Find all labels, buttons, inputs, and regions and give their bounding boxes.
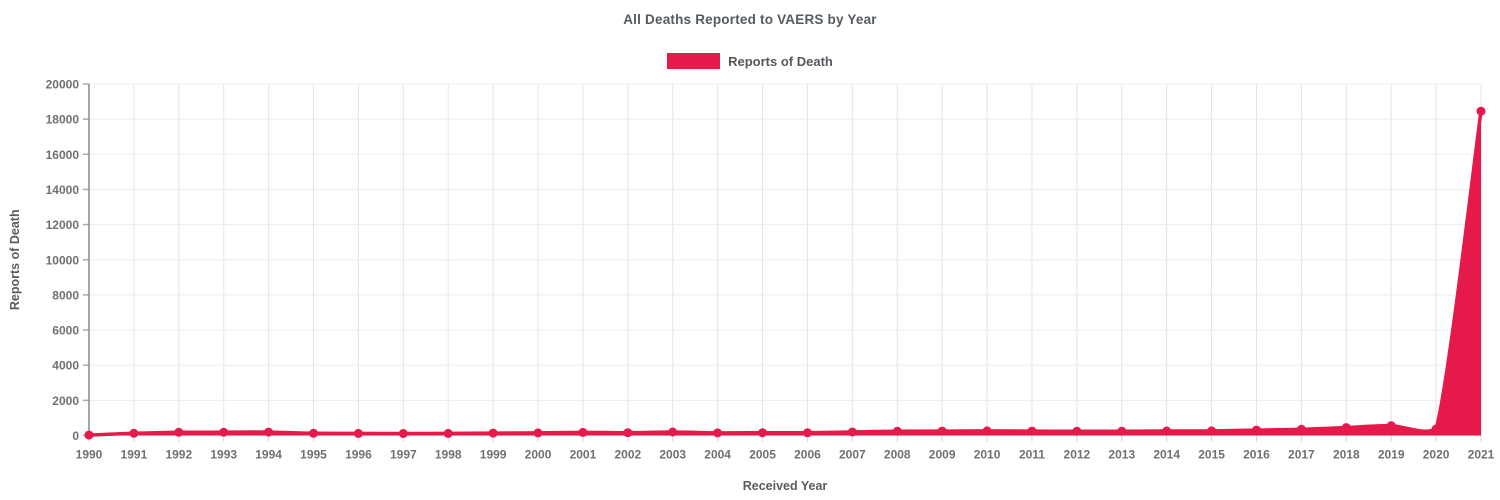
svg-text:1995: 1995: [300, 448, 327, 462]
svg-text:2017: 2017: [1288, 448, 1315, 462]
svg-text:2002: 2002: [614, 448, 641, 462]
data-point-1990: [84, 430, 94, 440]
data-point-1998: [443, 428, 453, 438]
data-point-2011: [1027, 426, 1037, 436]
data-point-1993: [219, 427, 229, 437]
svg-text:8000: 8000: [52, 288, 79, 302]
svg-text:1998: 1998: [435, 448, 462, 462]
data-point-2002: [623, 428, 633, 438]
svg-text:18000: 18000: [46, 113, 80, 127]
y-tick-labels: 0 2000 4000 6000 8000 10000 12000 14000 16000 180…: [46, 78, 80, 444]
svg-text:2005: 2005: [749, 448, 776, 462]
svg-text:20000: 20000: [46, 78, 80, 92]
data-point-1995: [309, 428, 318, 438]
svg-text:1991: 1991: [121, 448, 148, 462]
svg-text:2004: 2004: [704, 448, 731, 462]
svg-text:2012: 2012: [1064, 448, 1091, 462]
data-point-2008: [892, 426, 902, 436]
data-point-2005: [758, 428, 767, 438]
svg-text:1990: 1990: [76, 448, 103, 462]
data-point-2019: [1386, 421, 1396, 431]
data-point-2020: [1431, 424, 1441, 434]
svg-text:2003: 2003: [659, 448, 686, 462]
data-point-2000: [533, 428, 543, 438]
data-point-1996: [353, 428, 363, 438]
svg-text:1993: 1993: [210, 448, 237, 462]
svg-text:14000: 14000: [46, 183, 80, 197]
svg-text:2014: 2014: [1153, 448, 1180, 462]
svg-text:1997: 1997: [390, 448, 417, 462]
data-point-2009: [937, 426, 947, 436]
svg-text:1994: 1994: [255, 448, 282, 462]
data-point-1999: [488, 428, 498, 438]
svg-text:0: 0: [72, 429, 79, 443]
series-line: [87, 109, 1483, 437]
data-point-1992: [174, 427, 184, 437]
y-tick-marks: [83, 83, 89, 437]
series-points[interactable]: [84, 106, 1486, 440]
y-axis-title: Reports of Death: [8, 209, 22, 310]
svg-text:2021: 2021: [1468, 448, 1495, 462]
legend-item-reports-of-death[interactable]: Reports of Death: [667, 53, 833, 69]
svg-text:2016: 2016: [1243, 448, 1270, 462]
svg-text:2010: 2010: [974, 448, 1001, 462]
series-area: [89, 111, 1481, 436]
svg-text:2019: 2019: [1378, 448, 1405, 462]
svg-text:2008: 2008: [884, 448, 911, 462]
data-point-2015: [1207, 426, 1217, 436]
legend: Reports of Death: [0, 53, 1500, 69]
svg-text:2007: 2007: [839, 448, 866, 462]
svg-text:2011: 2011: [1019, 448, 1045, 462]
data-point-2018: [1341, 423, 1351, 433]
svg-text:2009: 2009: [929, 448, 956, 462]
svg-text:1992: 1992: [165, 448, 192, 462]
data-point-2012: [1072, 426, 1082, 436]
legend-label: Reports of Death: [728, 53, 833, 69]
data-point-1994: [264, 427, 274, 437]
chart-title: All Deaths Reported to VAERS by Year: [623, 12, 877, 27]
svg-text:1996: 1996: [345, 448, 372, 462]
svg-text:2001: 2001: [570, 448, 597, 462]
x-axis-title: Received Year: [743, 479, 828, 493]
data-point-2016: [1252, 425, 1261, 435]
svg-text:2015: 2015: [1198, 448, 1225, 462]
data-point-2021: [1476, 106, 1486, 116]
svg-text:6000: 6000: [52, 324, 79, 338]
svg-text:2006: 2006: [794, 448, 821, 462]
svg-text:2000: 2000: [52, 394, 79, 408]
data-point-2010: [982, 426, 992, 436]
svg-text:1999: 1999: [480, 448, 507, 462]
data-point-1997: [398, 429, 408, 438]
data-point-2013: [1117, 426, 1127, 436]
horizontal-gridlines: [89, 83, 1481, 436]
svg-text:16000: 16000: [46, 148, 80, 162]
svg-text:10000: 10000: [46, 253, 80, 267]
svg-text:4000: 4000: [52, 359, 79, 373]
data-point-1991: [129, 428, 139, 438]
data-point-2006: [803, 428, 812, 438]
data-point-2004: [713, 428, 723, 438]
svg-text:2020: 2020: [1423, 448, 1450, 462]
x-tick-labels: 1990 1991 1992 1993 1994 1995 1996 1997 1998 1999…: [76, 448, 1495, 462]
x-tick-marks: [88, 435, 1482, 442]
svg-text:12000: 12000: [46, 218, 80, 232]
data-point-2017: [1296, 424, 1306, 434]
svg-text:2018: 2018: [1333, 448, 1360, 462]
svg-text:2013: 2013: [1108, 448, 1135, 462]
data-point-2007: [847, 427, 857, 437]
svg-text:2000: 2000: [525, 448, 552, 462]
data-point-2003: [668, 427, 678, 437]
data-point-2014: [1162, 426, 1172, 436]
legend-swatch: [667, 53, 721, 69]
data-point-2001: [578, 427, 588, 437]
